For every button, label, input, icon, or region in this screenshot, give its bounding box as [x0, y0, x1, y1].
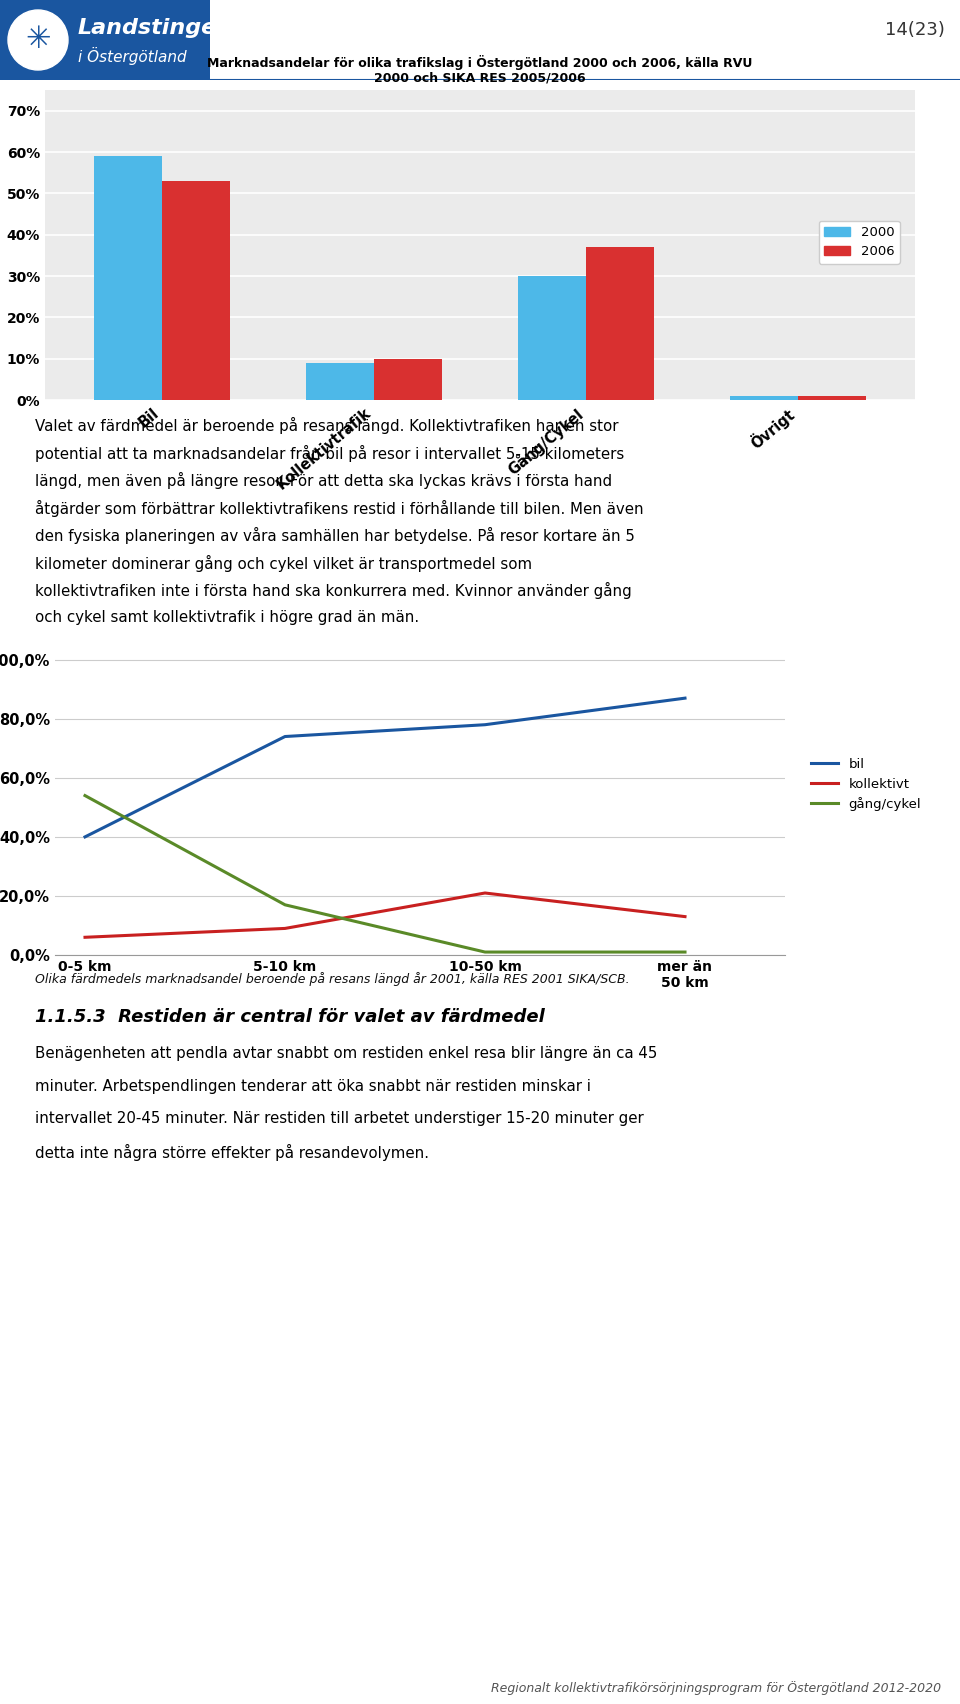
gång/cykel: [279, 895, 291, 915]
Bar: [518, 276, 587, 400]
bil: [680, 688, 691, 709]
Legend: 2000, 2006: 2000, 2006: [819, 220, 900, 264]
Bar: [306, 363, 373, 400]
kollektivt: [479, 883, 491, 903]
Text: Regionalt kollektivtrafikörsörjningsprogram för Östergötland 2012-2020: Regionalt kollektivtrafikörsörjningsprog…: [491, 1682, 941, 1695]
Text: minuter. Arbetspendlingen tenderar att öka snabbt när restiden minskar i: minuter. Arbetspendlingen tenderar att ö…: [35, 1079, 591, 1094]
bil: [80, 826, 91, 847]
Text: Benägenheten att pendla avtar snabbt om restiden enkel resa blir längre än ca 45: Benägenheten att pendla avtar snabbt om …: [35, 1046, 658, 1062]
Text: 14(23): 14(23): [885, 20, 945, 39]
Text: och cykel samt kollektivtrafik i högre grad än män.: och cykel samt kollektivtrafik i högre g…: [35, 610, 420, 625]
Line: kollektivt: kollektivt: [85, 893, 685, 937]
Bar: [373, 358, 442, 400]
Text: Valet av färdmedel är beroende på resans längd. Kollektivtrafiken har en stor: Valet av färdmedel är beroende på resans…: [35, 417, 618, 435]
Bar: [799, 395, 866, 400]
Line: gång/cykel: gång/cykel: [85, 796, 685, 953]
Bar: [731, 395, 799, 400]
gång/cykel: [680, 942, 691, 963]
Text: längd, men även på längre resor. För att detta ska lyckas krävs i första hand: längd, men även på längre resor. För att…: [35, 472, 612, 489]
Bar: [94, 157, 161, 400]
Text: i Östergötland: i Östergötland: [78, 48, 186, 65]
Text: ✳: ✳: [25, 26, 51, 55]
Circle shape: [8, 10, 68, 70]
Text: åtgärder som förbättrar kollektivtrafikens restid i förhållande till bilen. Men : åtgärder som förbättrar kollektivtrafike…: [35, 499, 643, 516]
Text: den fysiska planeringen av våra samhällen har betydelse. På resor kortare än 5: den fysiska planeringen av våra samhälle…: [35, 527, 635, 544]
Text: Landstinget: Landstinget: [78, 19, 228, 37]
kollektivt: [80, 927, 91, 947]
Bar: [587, 247, 654, 400]
Legend: bil, kollektivt, gång/cykel: bil, kollektivt, gång/cykel: [806, 753, 926, 816]
Bar: [0, 0, 210, 80]
Bar: [161, 181, 229, 400]
Text: potential att ta marknadsandelar från bil på resor i intervallet 5-15 kilometers: potential att ta marknadsandelar från bi…: [35, 445, 624, 462]
kollektivt: [279, 918, 291, 939]
Text: kilometer dominerar gång och cykel vilket är transportmedel som: kilometer dominerar gång och cykel vilke…: [35, 556, 532, 573]
Title: Marknadsandelar för olika trafikslag i Östergötland 2000 och 2006, källa RVU
200: Marknadsandelar för olika trafikslag i Ö…: [207, 55, 753, 85]
bil: [479, 714, 491, 734]
kollektivt: [680, 907, 691, 927]
Text: Olika färdmedels marknadsandel beroende på resans längd år 2001, källa RES 2001 : Olika färdmedels marknadsandel beroende …: [35, 971, 630, 987]
Text: kollektivtrafiken inte i första hand ska konkurrera med. Kvinnor använder gång: kollektivtrafiken inte i första hand ska…: [35, 583, 632, 600]
Text: 1.1.5.3  Restiden är central för valet av färdmedel: 1.1.5.3 Restiden är central för valet av…: [35, 1009, 544, 1026]
bil: [279, 726, 291, 746]
gång/cykel: [80, 786, 91, 806]
gång/cykel: [479, 942, 491, 963]
Line: bil: bil: [85, 699, 685, 837]
Text: intervallet 20-45 minuter. När restiden till arbetet understiger 15-20 minuter g: intervallet 20-45 minuter. När restiden …: [35, 1111, 644, 1126]
Text: detta inte några större effekter på resandevolymen.: detta inte några större effekter på resa…: [35, 1143, 429, 1160]
